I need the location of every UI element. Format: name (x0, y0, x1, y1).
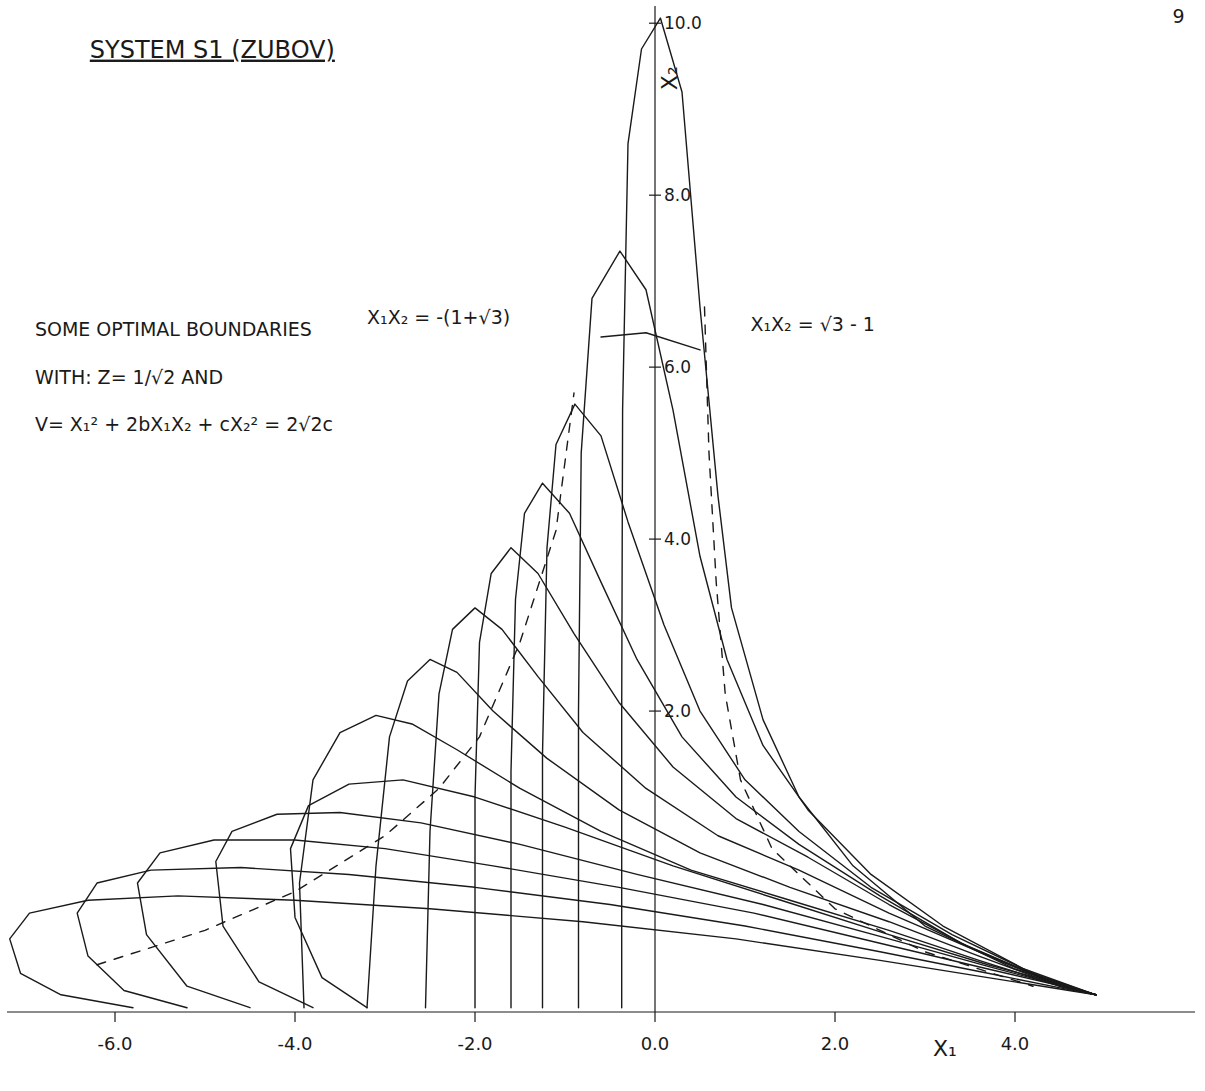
curves (10, 18, 1096, 1008)
x-tick-label: -4.0 (277, 1033, 312, 1054)
y-tick-label: 8.0 (664, 185, 691, 205)
x-axis-label: X₁ (933, 1036, 957, 1061)
x-tick-label: -6.0 (97, 1033, 132, 1054)
boundary-curve (601, 333, 700, 350)
y-tick-label: 6.0 (664, 357, 691, 377)
x-axis (7, 1011, 1195, 1012)
boundary-curve (216, 813, 1096, 1008)
x-tick (474, 1012, 475, 1022)
x-tick (294, 1012, 295, 1022)
x-tick-label: -2.0 (457, 1033, 492, 1054)
boundary-curve (543, 404, 1097, 1008)
y-axis (654, 6, 655, 1012)
boundary-curve (511, 483, 1096, 1007)
boundary-curve (291, 780, 1097, 1008)
dashed-curve (97, 393, 574, 965)
dashed-curve (705, 307, 1034, 986)
boundary-curve (77, 868, 1096, 1008)
boundary-curve (367, 659, 1096, 1007)
boundary-curve (138, 840, 1097, 1008)
x-tick (114, 1012, 115, 1022)
chart: -6.0-4.0-2.00.02.04.02.04.06.08.010.0X₁X… (0, 0, 1205, 1091)
boundary-curve (622, 18, 1096, 1008)
boundary-curve (426, 608, 1097, 1008)
y-tick (649, 23, 661, 24)
y-tick (649, 195, 661, 196)
x-tick (834, 1012, 835, 1022)
annotation: X₁X₂ = √3 - 1 (750, 313, 874, 335)
y-tick-label: 10.0 (664, 13, 702, 33)
boundary-curve (475, 548, 1096, 1008)
annotation: X₁X₂ = -(1+√3) (367, 306, 510, 328)
y-tick (649, 710, 661, 711)
y-tick (649, 367, 661, 368)
y-tick-label: 4.0 (664, 529, 691, 549)
y-tick-label: 2.0 (664, 701, 691, 721)
annotation: 9 (1173, 5, 1185, 27)
x-tick-label: 4.0 (1001, 1033, 1030, 1054)
x-tick-label: 2.0 (821, 1033, 850, 1054)
x-tick (654, 1012, 655, 1022)
y-tick (649, 538, 661, 539)
annotation: WITH: Z= 1/√2 AND (35, 366, 223, 388)
annotation: SOME OPTIMAL BOUNDARIES (35, 318, 312, 340)
title: SYSTEM S1 (ZUBOV) (90, 36, 335, 64)
annotation: V= X₁² + 2bX₁X₂ + cX₂² = 2√2c (35, 413, 333, 435)
boundary-curve (10, 896, 1096, 1008)
x-tick-label: 0.0 (641, 1033, 670, 1054)
x-tick (1014, 1012, 1015, 1022)
